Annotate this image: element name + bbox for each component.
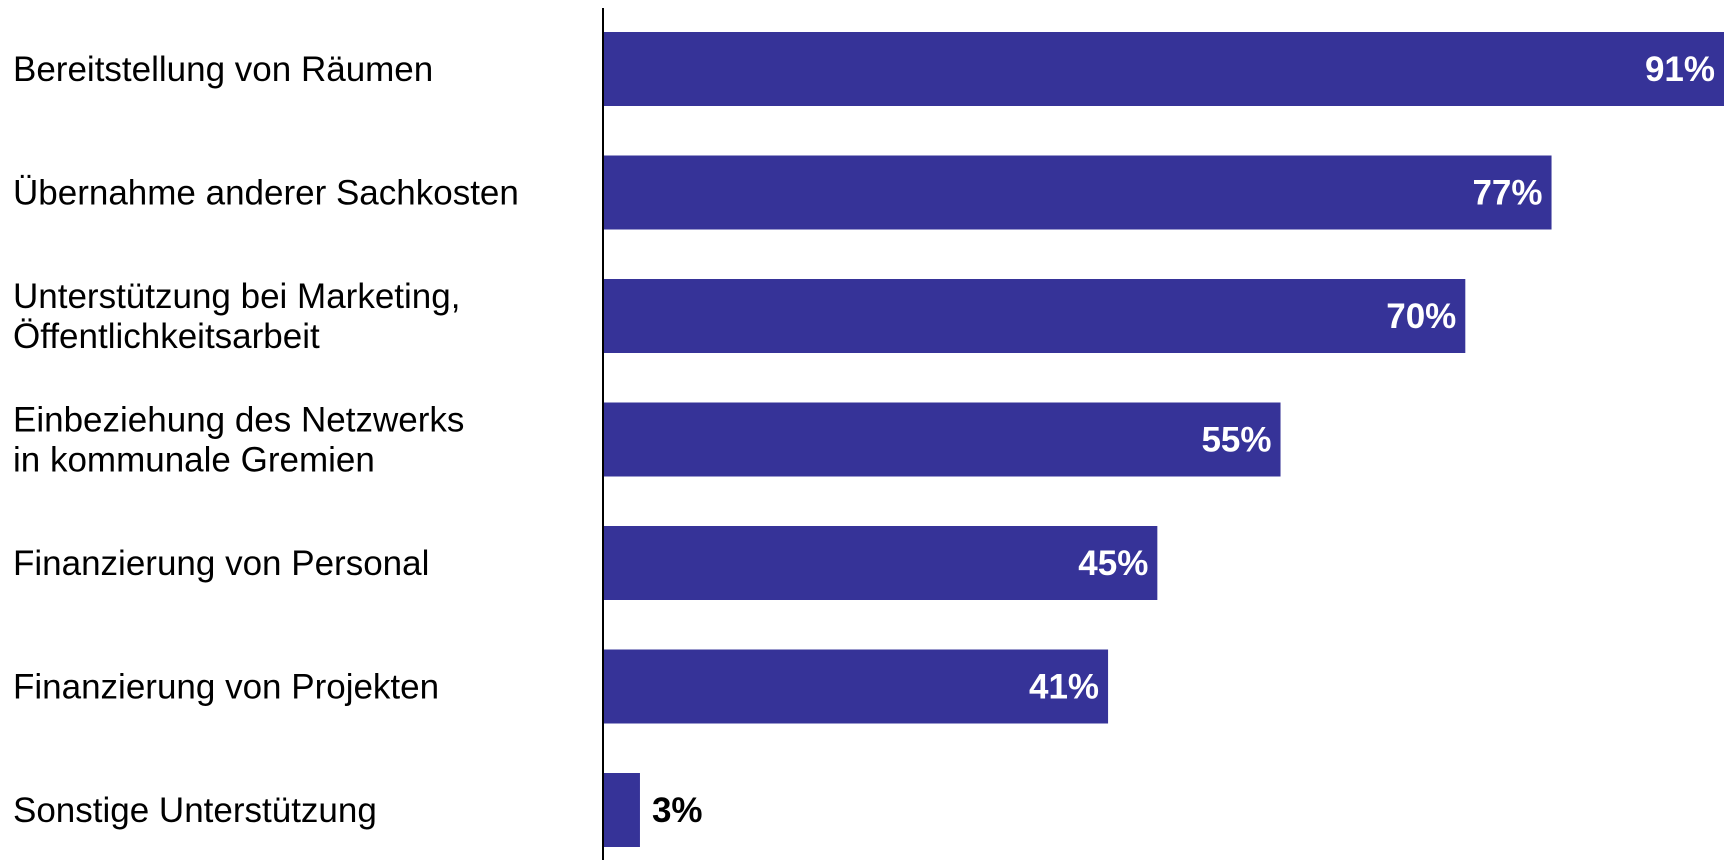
category-label: Finanzierung von Personal <box>13 544 429 583</box>
category-label-line: Unterstützung bei Marketing, <box>13 277 460 316</box>
value-labels-group: 91% 77% 70% 55% 45% 41% 3% <box>652 50 1715 830</box>
bar <box>603 526 1158 600</box>
category-label: Bereitstellung von Räumen <box>13 50 433 89</box>
bar <box>603 402 1281 477</box>
value-label: 45% <box>1078 544 1148 583</box>
bars-group <box>603 32 1724 847</box>
bar <box>603 279 1466 353</box>
category-label-line: Öffentlichkeitsarbeit <box>13 317 320 356</box>
category-label: Übernahme anderer Sachkosten <box>13 174 519 213</box>
bar <box>603 155 1552 230</box>
value-label: 55% <box>1201 421 1271 460</box>
bar <box>603 649 1109 724</box>
category-label-line: in kommunale Gremien <box>13 441 375 480</box>
category-label: Einbeziehung des Netzwerks in kommunale G… <box>13 401 464 480</box>
value-label: 41% <box>1029 668 1099 707</box>
bar <box>603 32 1724 106</box>
category-label-line: Finanzierung von Personal <box>13 544 429 583</box>
value-label: 70% <box>1386 297 1456 336</box>
category-label-line: Übernahme anderer Sachkosten <box>13 174 519 213</box>
category-label-line: Sonstige Unterstützung <box>13 791 377 830</box>
category-labels-group: Bereitstellung von Räumen Übernahme ander… <box>13 50 519 830</box>
category-label-line: Bereitstellung von Räumen <box>13 50 433 89</box>
category-label-line: Finanzierung von Projekten <box>13 668 439 707</box>
bar <box>603 773 640 847</box>
category-label: Unterstützung bei Marketing, Öffentlichke… <box>13 277 460 356</box>
value-label: 91% <box>1645 50 1715 89</box>
value-label: 3% <box>652 791 703 830</box>
category-label-line: Einbeziehung des Netzwerks <box>13 401 464 440</box>
value-label: 77% <box>1472 174 1542 213</box>
category-label: Sonstige Unterstützung <box>13 791 377 830</box>
category-label: Finanzierung von Projekten <box>13 668 439 707</box>
